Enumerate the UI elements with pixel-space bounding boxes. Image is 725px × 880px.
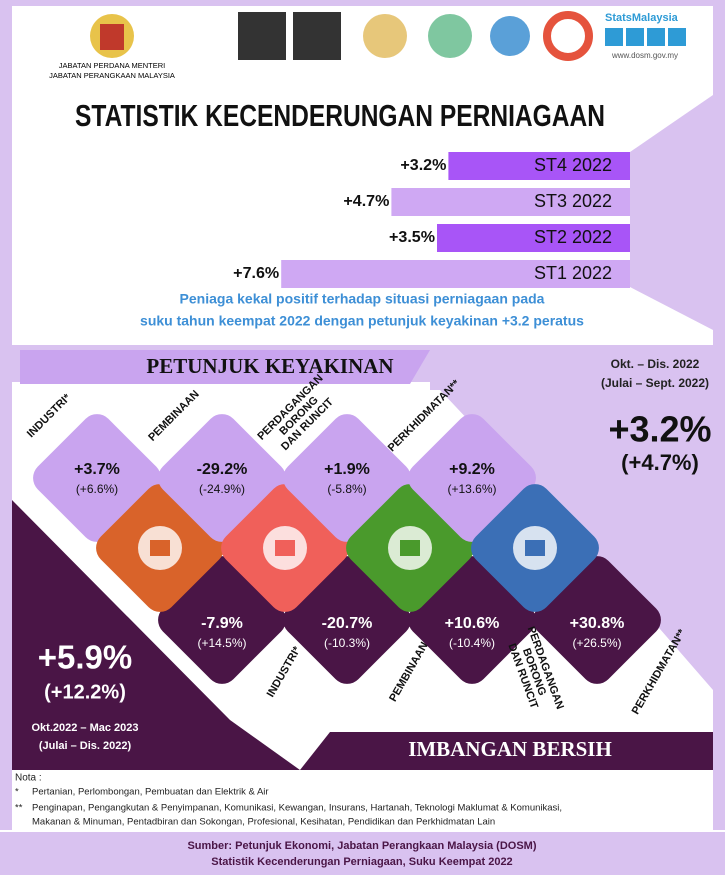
confidence-value: +3.7% [74, 461, 120, 478]
footer-line: Sumber: Petunjuk Ekonomi, Jabatan Perang… [187, 840, 536, 852]
confidence-overall: +3.2% [608, 409, 711, 450]
trend-label: ST3 2022 [534, 191, 612, 211]
social-icon [626, 28, 644, 46]
logo [428, 14, 472, 58]
trend-value-label: +3.2% [400, 157, 446, 174]
logo [363, 14, 407, 58]
frame-right [713, 0, 725, 830]
note-marker: * [15, 787, 19, 798]
net-value: +10.6% [445, 615, 500, 632]
notes-title: Nota : [15, 773, 42, 784]
trend-bar [391, 188, 630, 216]
trend-label: ST1 2022 [534, 263, 612, 283]
net-previous: (+14.5%) [197, 636, 246, 650]
confidence-previous: (+13.6%) [447, 482, 496, 496]
footer-band [0, 832, 725, 875]
social-icon [668, 28, 686, 46]
brand: StatsMalaysia [605, 12, 679, 24]
trend-bar [437, 224, 630, 252]
trend-bar [281, 260, 630, 288]
note-marker: ** [15, 803, 23, 814]
confidence-value: +1.9% [324, 461, 370, 478]
agency-line: JABATAN PERANGKAAN MALAYSIA [49, 71, 175, 80]
sector-icon-glyph [150, 540, 170, 556]
confidence-previous: (-5.8%) [327, 482, 366, 496]
net-period: Okt.2022 – Mac 2023 [31, 722, 138, 734]
frame-top [0, 0, 725, 6]
emblem-shield [100, 24, 124, 50]
trend-label: ST2 2022 [534, 227, 612, 247]
net-balance-panel [12, 500, 300, 770]
agency-line: JABATAN PERDANA MENTERI [59, 61, 165, 70]
trend-value-label: +3.5% [389, 229, 435, 246]
trend-label: ST4 2022 [534, 155, 612, 175]
confidence-heading-band [20, 350, 430, 384]
confidence-overall-previous: (+4.7%) [621, 450, 699, 475]
qr-code [293, 12, 341, 60]
qr-code [238, 12, 286, 60]
confidence-previous-period: (Julai – Sept. 2022) [601, 376, 709, 390]
confidence-value: +9.2% [449, 461, 495, 478]
confidence-value: -29.2% [197, 461, 248, 478]
summary-line: suku tahun keempat 2022 dengan petunjuk … [140, 313, 584, 329]
net-previous: (-10.3%) [324, 636, 370, 650]
logo [490, 16, 530, 56]
note-line: Penginapan, Pengangkutan & Penyimpanan, … [32, 803, 562, 814]
net-previous-period: (Julai – Dis. 2022) [39, 740, 132, 752]
net-previous: (+26.5%) [572, 636, 621, 650]
trend-bars: +3.2% ST4 2022 +4.7% ST3 2022 +3.5% ST2 2022 +… [233, 152, 630, 288]
net-previous: (-10.4%) [449, 636, 495, 650]
sdg-logo [543, 11, 593, 61]
confidence-previous: (+6.6%) [76, 482, 118, 496]
confidence-panel [12, 345, 713, 690]
title: STATISTIK KECENDERUNGAN PERNIAGAAN [75, 98, 605, 133]
net-value: -20.7% [322, 615, 373, 632]
sector-icon-glyph [525, 540, 545, 556]
footer-line: Statistik Kecenderungan Perniagaan, Suku… [211, 856, 512, 868]
summary-line: Peniaga kekal positif terhadap situasi p… [180, 291, 545, 307]
confidence-period: Okt. – Dis. 2022 [611, 357, 700, 371]
ribbon [630, 95, 713, 330]
net-value: -7.9% [201, 615, 243, 632]
net-value: +30.8% [570, 615, 625, 632]
net-heading-band [300, 732, 713, 770]
emblem [90, 14, 134, 58]
net-overall: +5.9% [38, 639, 133, 676]
net-overall-previous: (+12.2%) [44, 681, 126, 703]
note-line: Makanan & Minuman, Pentadbiran dan Sokon… [32, 817, 495, 828]
social-icon [647, 28, 665, 46]
net-heading: IMBANGAN BERSIH [408, 737, 612, 761]
frame-left [0, 0, 12, 830]
trend-bar [448, 152, 630, 180]
confidence-heading: PETUNJUK KEYAKINAN [146, 354, 393, 378]
trend-value-label: +7.6% [233, 265, 279, 282]
notes: * Pertanian, Perlombongan, Pembuatan dan … [15, 787, 562, 828]
sector-icon-glyph [275, 540, 295, 556]
social-icon [605, 28, 623, 46]
sector-icon-glyph [400, 540, 420, 556]
confidence-previous: (-24.9%) [199, 482, 245, 496]
trend-value-label: +4.7% [343, 193, 389, 210]
note-line: Pertanian, Perlombongan, Pembuatan dan E… [32, 787, 269, 798]
website: www.dosm.gov.my [611, 51, 678, 60]
